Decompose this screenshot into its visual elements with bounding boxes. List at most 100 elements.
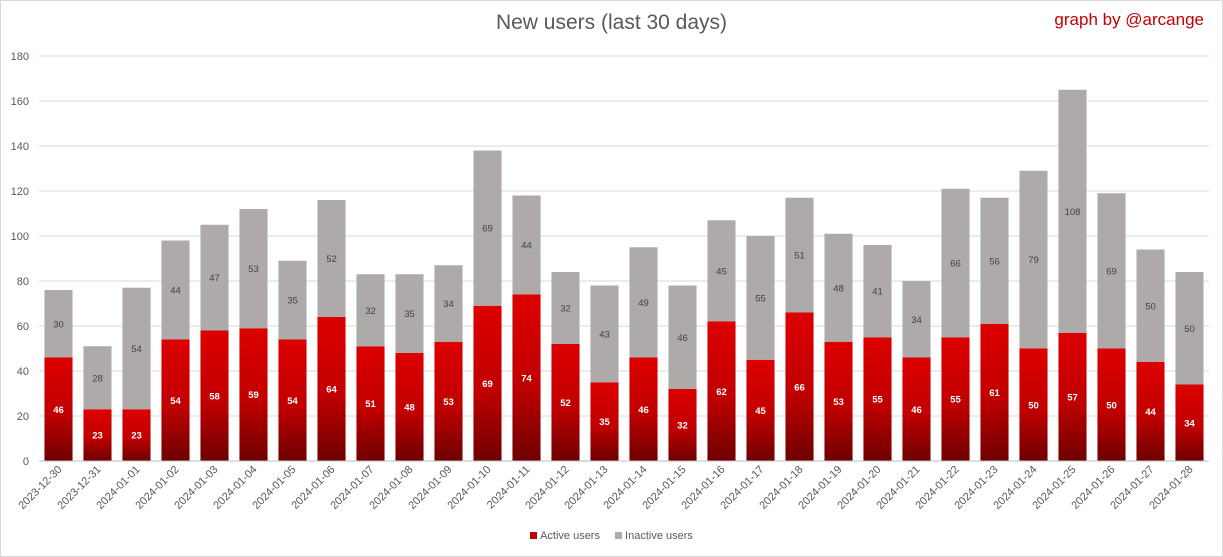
- y-tick-label: 100: [11, 231, 29, 243]
- data-label-active: 46: [911, 405, 922, 416]
- bar-inactive: [1019, 170, 1048, 349]
- bar-inactive: [356, 274, 385, 347]
- data-label-inactive: 43: [599, 329, 610, 340]
- data-label-active: 23: [131, 431, 142, 442]
- data-label-active: 44: [1145, 407, 1156, 418]
- bar-active: [980, 323, 1009, 461]
- data-label-inactive: 54: [131, 344, 142, 355]
- data-label-active: 46: [53, 405, 64, 416]
- data-label-active: 34: [1184, 418, 1195, 429]
- data-label-inactive: 50: [1184, 324, 1195, 335]
- bar-active: [668, 389, 697, 461]
- data-label-active: 53: [443, 397, 454, 408]
- data-label-active: 62: [716, 387, 727, 398]
- data-label-active: 59: [248, 390, 259, 401]
- bar-inactive: [1097, 193, 1126, 349]
- bar-active: [161, 339, 190, 461]
- bar-inactive: [1058, 89, 1087, 333]
- data-label-inactive: 45: [716, 266, 727, 277]
- bar-inactive: [590, 285, 619, 383]
- data-label-active: 48: [404, 403, 415, 414]
- data-label-inactive: 108: [1065, 207, 1081, 218]
- bar-active: [746, 359, 775, 461]
- data-label-inactive: 69: [1106, 266, 1117, 277]
- data-label-active: 50: [1028, 400, 1039, 411]
- bar-inactive: [317, 200, 346, 317]
- bar-inactive: [980, 197, 1009, 324]
- data-label-active: 52: [560, 398, 571, 409]
- data-label-inactive: 41: [872, 287, 883, 298]
- bar-active: [44, 357, 73, 461]
- data-label-active: 61: [989, 388, 1000, 399]
- bar-active: [434, 341, 463, 461]
- bar-active: [239, 328, 268, 461]
- data-label-inactive: 56: [989, 256, 1000, 267]
- bar-active: [785, 312, 814, 461]
- data-label-inactive: 50: [1145, 301, 1156, 312]
- data-label-active: 46: [638, 405, 649, 416]
- bar-active: [356, 346, 385, 461]
- data-label-active: 66: [794, 382, 805, 393]
- data-label-active: 54: [287, 396, 298, 407]
- bar-active: [473, 305, 502, 461]
- bar-active: [1019, 348, 1048, 461]
- bar-active: [551, 344, 580, 461]
- bar-inactive: [161, 240, 190, 340]
- data-label-inactive: 53: [248, 264, 259, 275]
- data-label-active: 51: [365, 399, 376, 410]
- data-label-inactive: 44: [170, 286, 181, 297]
- bar-inactive: [629, 247, 658, 358]
- y-tick-label: 20: [17, 411, 29, 423]
- data-label-inactive: 51: [794, 251, 805, 262]
- bar-active: [941, 337, 970, 461]
- y-tick-label: 40: [17, 366, 29, 378]
- y-tick-label: 160: [11, 96, 29, 108]
- data-label-active: 54: [170, 396, 181, 407]
- legend-swatch-active: [530, 531, 538, 539]
- bar-inactive: [824, 233, 853, 342]
- data-label-inactive: 44: [521, 241, 532, 252]
- y-tick-label: 140: [11, 141, 29, 153]
- data-label-active: 53: [833, 397, 844, 408]
- y-tick-label: 60: [17, 321, 29, 333]
- bar-inactive: [707, 220, 736, 322]
- bar-active: [395, 353, 424, 461]
- data-label-inactive: 46: [677, 333, 688, 344]
- bar-inactive: [395, 274, 424, 353]
- data-label-active: 55: [872, 395, 883, 406]
- data-label-inactive: 52: [326, 254, 337, 265]
- data-label-active: 50: [1106, 400, 1117, 411]
- data-label-active: 64: [326, 385, 337, 396]
- bar-inactive: [551, 272, 580, 344]
- y-tick-label: 80: [17, 276, 29, 288]
- bar-inactive: [239, 209, 268, 329]
- bar-active: [1058, 332, 1087, 461]
- chart-legend: Active users Inactive users: [1, 530, 1222, 542]
- data-label-inactive: 34: [443, 299, 454, 310]
- bar-inactive: [512, 195, 541, 295]
- bar-active: [317, 317, 346, 461]
- legend-label-inactive: Inactive users: [625, 530, 693, 542]
- data-label-inactive: 66: [950, 259, 961, 270]
- bar-active: [1136, 362, 1165, 461]
- bar-inactive: [44, 290, 73, 358]
- data-label-active: 32: [677, 421, 688, 432]
- legend-item-active: Active users: [530, 530, 600, 542]
- data-label-inactive: 34: [911, 315, 922, 326]
- bar-active: [83, 409, 112, 461]
- bar-inactive: [278, 260, 307, 340]
- chart-title: New users (last 30 days): [495, 11, 728, 34]
- bar-inactive: [1136, 249, 1165, 362]
- bar-active: [863, 337, 892, 461]
- data-label-active: 69: [482, 379, 493, 390]
- bar-active: [1097, 348, 1126, 461]
- bar-active: [1175, 384, 1204, 461]
- data-label-active: 58: [209, 391, 220, 402]
- data-label-active: 55: [950, 395, 961, 406]
- bar-active: [902, 357, 931, 461]
- data-label-inactive: 35: [287, 296, 298, 307]
- bar-inactive: [1175, 272, 1204, 385]
- bar-active: [278, 339, 307, 461]
